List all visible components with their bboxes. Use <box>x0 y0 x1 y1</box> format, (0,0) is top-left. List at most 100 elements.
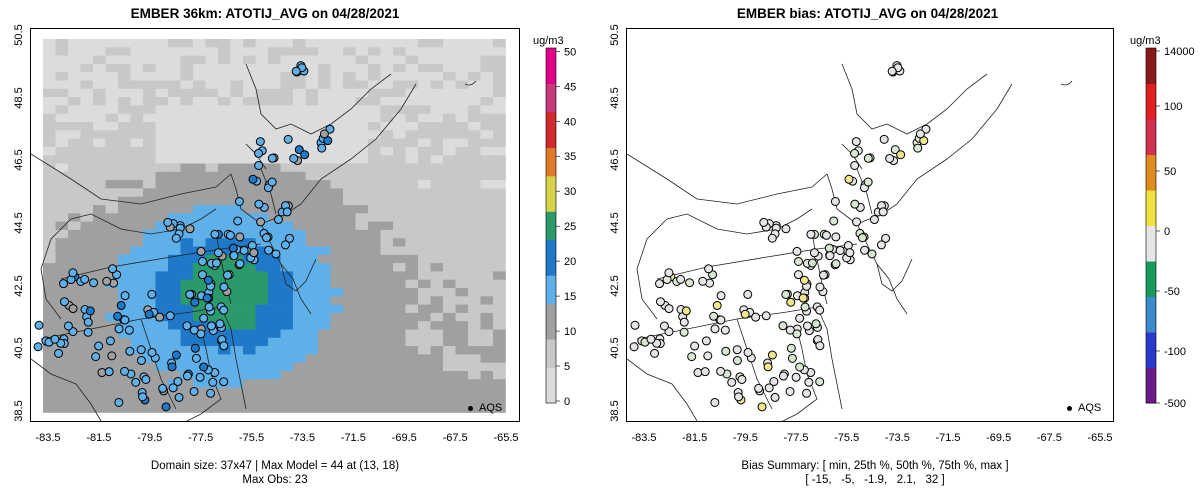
monitor-site-marker <box>863 153 873 163</box>
model-grid-cell <box>443 80 456 90</box>
colorbar-tick-label: -500 <box>1164 398 1186 410</box>
model-grid-cell <box>355 72 369 81</box>
model-grid-cell <box>480 97 494 106</box>
model-grid-cell <box>218 296 231 305</box>
model-grid-cell <box>218 263 231 272</box>
model-grid-cell <box>80 39 94 48</box>
model-grid-cell <box>280 387 294 397</box>
model-grid-cell <box>168 63 181 73</box>
monitor-site-marker <box>721 346 731 356</box>
model-grid-cell <box>443 221 456 231</box>
monitor-site-marker <box>629 342 639 352</box>
model-grid-cell <box>305 88 319 98</box>
model-grid-cell <box>180 146 194 156</box>
model-grid-cell <box>218 163 231 173</box>
colorbar-swatch <box>1146 373 1156 380</box>
model-grid-cell <box>468 72 481 81</box>
model-grid-cell <box>343 312 356 322</box>
model-grid-cell <box>193 97 206 106</box>
model-grid-cell <box>130 63 144 73</box>
model-grid-cell <box>130 329 144 339</box>
monitor-site-marker <box>830 196 840 206</box>
model-grid-cell <box>418 238 431 247</box>
model-grid-cell <box>430 88 444 98</box>
model-grid-cell <box>405 279 419 289</box>
model-grid-cell <box>230 371 244 380</box>
model-grid-cell <box>343 329 356 339</box>
colorbar-swatch <box>1146 326 1156 333</box>
model-grid-cell <box>293 321 306 330</box>
model-grid-cell <box>405 39 419 48</box>
model-grid-cell <box>443 163 456 173</box>
model-grid-cell <box>168 88 181 98</box>
model-grid-cell <box>368 188 381 197</box>
model-grid-cell <box>330 271 344 280</box>
model-grid-cell <box>168 337 181 347</box>
monitor-site-marker <box>879 134 889 144</box>
model-grid-cell <box>143 213 156 222</box>
model-grid-cell <box>305 312 319 322</box>
model-grid-cell <box>280 196 294 206</box>
model-grid-cell <box>405 80 419 90</box>
model-grid-cell <box>43 312 56 322</box>
model-grid-cell <box>480 329 494 339</box>
model-grid-cell <box>393 229 406 239</box>
model-grid-cell <box>118 229 131 239</box>
model-grid-cell <box>243 63 256 73</box>
model-grid-cell <box>455 346 469 355</box>
model-grid-cell <box>405 296 419 305</box>
model-grid-cell <box>230 113 244 123</box>
model-grid-cell <box>68 362 81 372</box>
model-grid-cell <box>180 387 194 397</box>
model-grid-cell <box>405 371 419 380</box>
model-grid-cell <box>418 371 431 380</box>
model-grid-cell <box>480 113 494 123</box>
colorbar-tick-label: 100 <box>1164 101 1182 113</box>
model-grid-cell <box>243 229 256 239</box>
model-grid-cell <box>343 246 356 256</box>
model-grid-cell <box>380 155 394 164</box>
model-grid-cell <box>318 72 331 81</box>
x-tick-label: -71.5 <box>340 432 366 444</box>
model-grid-cell <box>405 47 419 56</box>
x-tick-label: -83.5 <box>35 432 61 444</box>
monitor-site-marker <box>168 383 178 393</box>
colorbar-swatch <box>546 268 556 276</box>
model-grid-cell <box>393 371 406 380</box>
model-grid-cell <box>130 47 144 56</box>
model-grid-cell <box>143 122 156 131</box>
model-grid-cell <box>293 130 306 139</box>
y-tick-label: 50.5 <box>13 24 25 46</box>
model-grid-cell <box>305 213 319 222</box>
model-grid-cell <box>393 180 406 189</box>
model-grid-cell <box>318 155 331 164</box>
model-grid-cell <box>405 88 419 98</box>
model-grid-cell <box>105 130 119 139</box>
model-grid-cell <box>80 371 94 380</box>
model-grid-cell <box>93 122 106 131</box>
monitor-site-marker <box>881 233 891 243</box>
model-grid-cell <box>155 246 169 256</box>
model-grid-cell <box>143 180 156 189</box>
model-grid-cell <box>43 163 56 173</box>
colorbar-swatch <box>546 48 556 56</box>
model-grid-cell <box>418 354 431 363</box>
model-grid-cell <box>318 321 331 330</box>
colorbar-swatch <box>546 339 556 347</box>
model-grid-cell <box>393 122 406 131</box>
model-grid-cell <box>80 55 94 65</box>
model-grid-cell <box>305 80 319 90</box>
y-tick-label: 44.5 <box>13 212 25 234</box>
model-grid-cell <box>318 296 331 305</box>
model-grid-cell <box>243 271 256 280</box>
model-grid-cell <box>218 171 231 181</box>
monitor-site-marker <box>701 336 711 346</box>
model-grid-cell <box>193 122 206 131</box>
model-grid-cell <box>205 188 219 197</box>
model-grid-cell <box>305 196 319 206</box>
model-grid-cell <box>80 337 94 347</box>
model-grid-cell <box>368 263 381 272</box>
right-caption-line1: Bias Summary: [ min, 25th %, 50th %, 75t… <box>741 460 1009 472</box>
model-grid-cell <box>55 188 69 197</box>
model-grid-cell <box>443 346 456 355</box>
